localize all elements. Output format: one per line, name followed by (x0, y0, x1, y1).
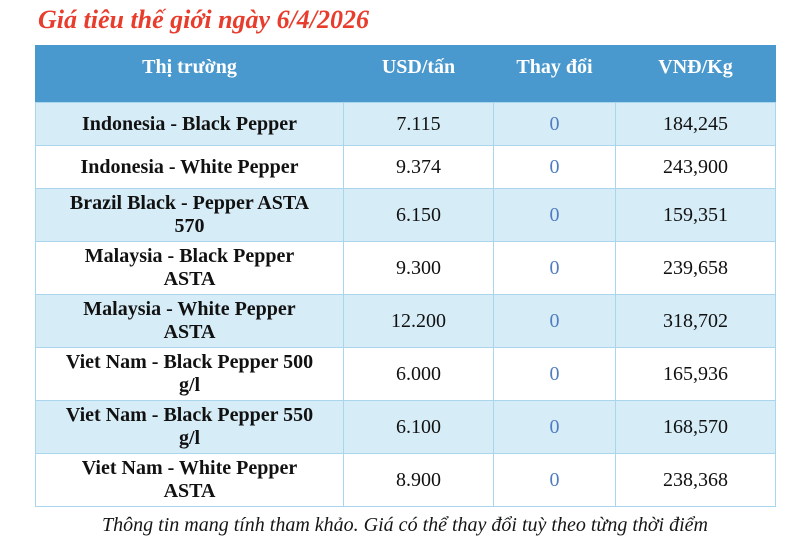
change-cell: 0 (493, 145, 616, 189)
change-cell: 0 (493, 294, 616, 348)
usd-cell: 6.000 (343, 347, 494, 401)
table-row: Malaysia - Black Pepper ASTA 9.300 0 239… (35, 241, 776, 295)
disclaimer-note: Thông tin mang tính tham khảo. Giá có th… (102, 514, 708, 536)
usd-cell: 9.300 (343, 241, 494, 295)
change-cell: 0 (493, 453, 616, 507)
table-row: Brazil Black - Pepper ASTA 570 6.150 0 1… (35, 188, 776, 242)
change-cell: 0 (493, 188, 616, 242)
header-row: Thị trường USD/tấn Thay đổi VNĐ/Kg (35, 45, 776, 103)
vnd-cell: 159,351 (615, 188, 776, 242)
column-header-usd: USD/tấn (343, 45, 494, 103)
usd-cell: 12.200 (343, 294, 494, 348)
table-row: Viet Nam - Black Pepper 500 g/l 6.000 0 … (35, 347, 776, 401)
table-row: Malaysia - White Pepper ASTA 12.200 0 31… (35, 294, 776, 348)
table-row: Viet Nam - White Pepper ASTA 8.900 0 238… (35, 453, 776, 507)
page-title: Giá tiêu thế giới ngày 6/4/2026 (38, 5, 370, 34)
table-row: Indonesia - Black Pepper 7.115 0 184,245 (35, 102, 776, 146)
table-row: Viet Nam - Black Pepper 550 g/l 6.100 0 … (35, 400, 776, 454)
vnd-cell: 318,702 (615, 294, 776, 348)
market-cell: Indonesia - Black Pepper (35, 102, 344, 146)
usd-cell: 9.374 (343, 145, 494, 189)
vnd-cell: 239,658 (615, 241, 776, 295)
vnd-cell: 165,936 (615, 347, 776, 401)
column-header-market: Thị trường (35, 45, 344, 103)
market-cell: Viet Nam - Black Pepper 550 g/l (35, 400, 344, 454)
change-cell: 0 (493, 347, 616, 401)
change-cell: 0 (493, 400, 616, 454)
market-cell: Indonesia - White Pepper (35, 145, 344, 189)
column-header-vnd: VNĐ/Kg (615, 45, 776, 103)
vnd-cell: 168,570 (615, 400, 776, 454)
usd-cell: 8.900 (343, 453, 494, 507)
column-header-change: Thay đổi (493, 45, 616, 103)
change-cell: 0 (493, 102, 616, 146)
usd-cell: 6.150 (343, 188, 494, 242)
market-cell: Brazil Black - Pepper ASTA 570 (35, 188, 344, 242)
market-cell: Viet Nam - White Pepper ASTA (35, 453, 344, 507)
usd-cell: 7.115 (343, 102, 494, 146)
usd-cell: 6.100 (343, 400, 494, 454)
table-header: Thị trường USD/tấn Thay đổi VNĐ/Kg (35, 45, 776, 103)
market-cell: Malaysia - Black Pepper ASTA (35, 241, 344, 295)
vnd-cell: 184,245 (615, 102, 776, 146)
table-row: Indonesia - White Pepper 9.374 0 243,900 (35, 145, 776, 189)
change-cell: 0 (493, 241, 616, 295)
market-cell: Viet Nam - Black Pepper 500 g/l (35, 347, 344, 401)
vnd-cell: 243,900 (615, 145, 776, 189)
price-table-body: Indonesia - Black Pepper 7.115 0 184,245… (35, 102, 776, 507)
vnd-cell: 238,368 (615, 453, 776, 507)
pepper-price-table: Thị trường USD/tấn Thay đổi VNĐ/Kg Indon… (35, 45, 776, 507)
market-cell: Malaysia - White Pepper ASTA (35, 294, 344, 348)
